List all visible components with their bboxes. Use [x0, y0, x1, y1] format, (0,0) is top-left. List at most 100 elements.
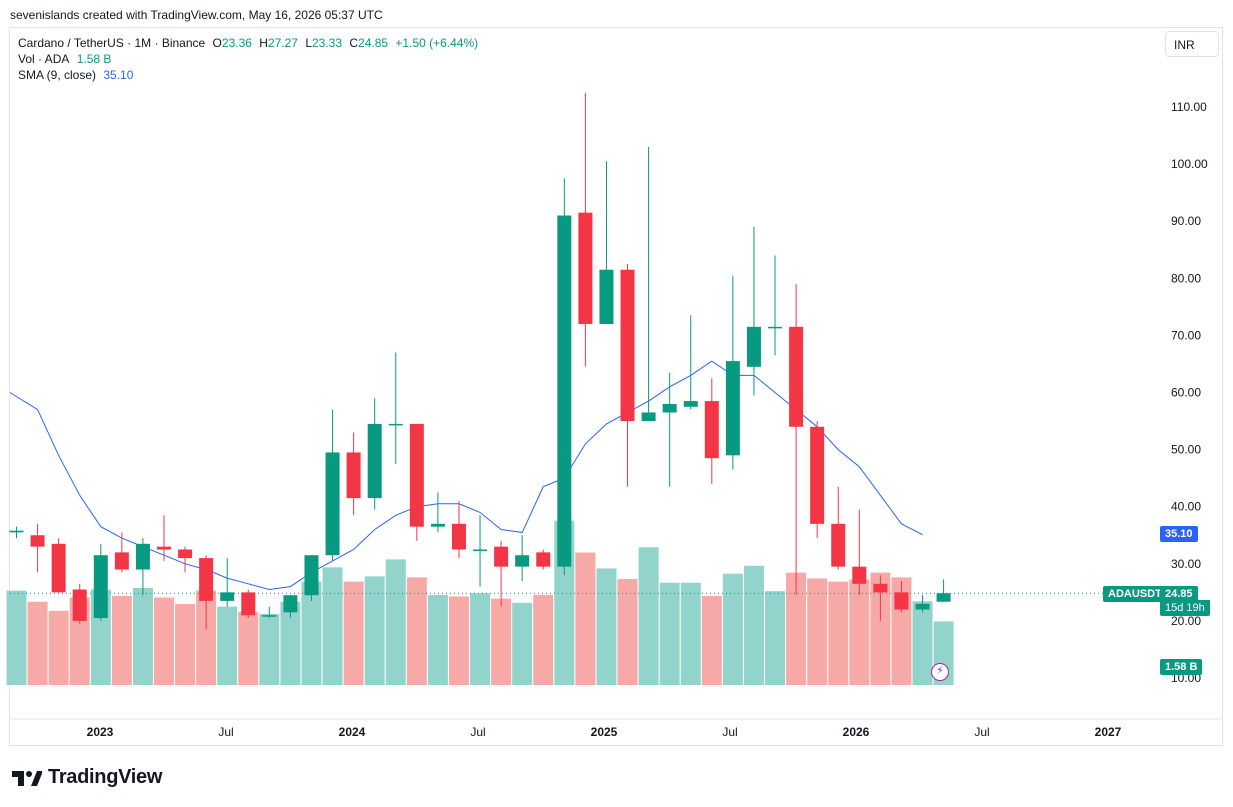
candle-down [789, 326, 804, 427]
candle-down [346, 452, 361, 499]
candle-down [30, 535, 45, 547]
sma-price-tag: 35.10 [1160, 526, 1198, 542]
legend-sma-row: SMA (9, close) 35.10 [18, 67, 137, 83]
volume-bar [6, 590, 27, 685]
candle-up [304, 555, 319, 596]
candle-up [9, 530, 24, 533]
candle-up [93, 555, 108, 619]
volume-bar [217, 606, 238, 685]
x-tick-label: 2027 [1095, 725, 1122, 739]
volume-bar [259, 613, 280, 685]
volume-bar [175, 603, 196, 685]
volume-bar [280, 601, 301, 685]
candle-down [494, 546, 509, 567]
candle-down [704, 401, 719, 459]
candle-down [51, 543, 66, 593]
legend-low-label: L [305, 36, 312, 50]
candle-up [746, 326, 761, 367]
candle-up [473, 549, 488, 552]
volume-tag: 1.58 B [1160, 659, 1203, 675]
legend-change: +1.50 (+6.44%) [395, 36, 479, 50]
legend-low-value: 23.33 [312, 36, 343, 50]
candle-up [768, 326, 783, 329]
legend-sma-value: 35.10 [103, 68, 134, 82]
candle-down [873, 583, 888, 593]
candle-down [536, 552, 551, 567]
y-tick-label: 50.00 [1171, 443, 1201, 457]
candle-down [178, 549, 193, 559]
x-tick-label: Jul [722, 725, 737, 739]
volume-bar [828, 581, 849, 685]
candle-up [430, 523, 445, 527]
volume-bar [301, 581, 322, 685]
candle-down [72, 589, 87, 621]
candle-up [515, 555, 530, 567]
x-tick-label: Jul [974, 725, 989, 739]
y-tick-label: 80.00 [1171, 271, 1201, 285]
volume-bar [743, 565, 764, 685]
symbol-tag: ADAUSDT [1103, 586, 1167, 602]
y-tick-label: 20.00 [1171, 614, 1201, 628]
chart-creator-caption: sevenislands created with TradingView.co… [10, 8, 383, 22]
legend-open-value: 23.36 [221, 36, 252, 50]
candle-up [262, 615, 277, 617]
currency-button[interactable]: INR [1165, 31, 1219, 57]
candle-down [620, 269, 635, 422]
candle-up [599, 269, 614, 324]
candle-down [199, 558, 214, 601]
last-price-tag: 24.85 [1160, 586, 1198, 602]
y-tick-label: 70.00 [1171, 328, 1201, 342]
volume-bar [638, 547, 659, 685]
y-tick-label: 90.00 [1171, 214, 1201, 228]
volume-bar [132, 588, 153, 685]
volume-bar [111, 595, 132, 685]
volume-bar [617, 579, 638, 685]
x-tick-label: 2025 [591, 725, 618, 739]
legend-ohlc-row: Cardano / TetherUS · 1M · Binance O23.36… [18, 35, 482, 51]
candle-up [367, 423, 382, 499]
candle-down [894, 592, 909, 610]
candle-down [810, 426, 825, 524]
brand[interactable]: TradingView [12, 766, 162, 789]
candle-down [852, 566, 867, 584]
x-tick-label: Jul [470, 725, 485, 739]
candle-up [725, 361, 740, 456]
tradingview-logo-icon [12, 770, 42, 786]
legend-high-label: H [259, 36, 268, 50]
lightning-icon[interactable]: ⚡ [931, 663, 949, 681]
candle-up [641, 412, 656, 422]
candle-up [915, 603, 930, 610]
sma-line [9, 360, 923, 591]
legend-symbol[interactable]: Cardano / TetherUS · 1M · Binance [18, 36, 206, 50]
volume-bar [701, 595, 722, 685]
x-tick-label: Jul [218, 725, 233, 739]
legend-high-value: 27.27 [267, 36, 298, 50]
legend-volume-label[interactable]: Vol · ADA [18, 52, 70, 66]
volume-bar [659, 582, 680, 685]
volume-bar [448, 596, 469, 685]
volume-bar [427, 594, 448, 685]
volume-bar [533, 594, 554, 685]
candle-down [409, 423, 424, 527]
x-tick-label: 2026 [843, 725, 870, 739]
volume-bar [196, 590, 217, 685]
volume-bar [596, 568, 617, 685]
candle-up [135, 543, 150, 570]
legend-sma-label[interactable]: SMA (9, close) [18, 68, 97, 82]
volume-bar [849, 579, 870, 685]
candle-down [831, 523, 846, 567]
volume-bar [48, 610, 69, 685]
volume-bar [470, 593, 491, 685]
candle-up [662, 403, 677, 413]
volume-bar [765, 591, 786, 685]
volume-bar [512, 602, 533, 685]
volume-bar [722, 573, 743, 685]
volume-bar [575, 552, 596, 685]
candle-down [451, 523, 466, 550]
volume-bar [870, 572, 891, 685]
y-tick-label: 30.00 [1171, 557, 1201, 571]
volume-bar [153, 597, 174, 685]
volume-bar [238, 611, 259, 685]
legend-close-value: 24.85 [358, 36, 389, 50]
